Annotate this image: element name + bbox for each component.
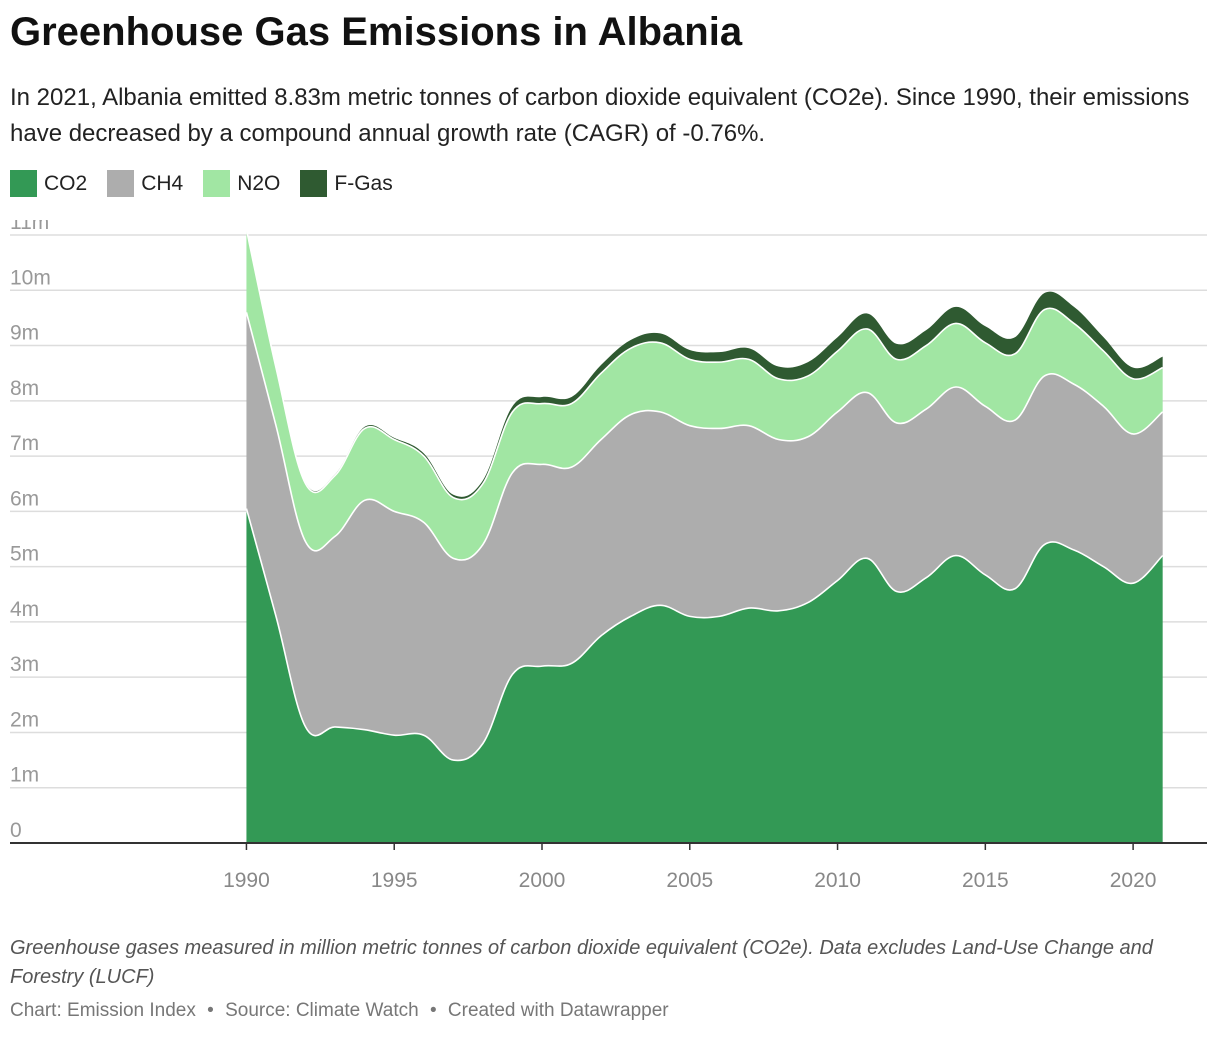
x-tick-label: 2000 [519, 869, 566, 892]
series-boundary-line [245, 229, 1164, 501]
series-boundary-line [245, 508, 1164, 762]
legend-item-co2: CO2 [10, 170, 87, 197]
area-ch4 [246, 312, 1163, 761]
y-tick-label: 8m [10, 377, 39, 400]
y-tick-label: 7m [10, 432, 39, 455]
chart-notes: Greenhouse gases measured in million met… [10, 937, 1153, 988]
area-series [245, 229, 1164, 843]
stacked-area-chart: 0 1m 2m 3m 4m 5m 6m 7m 8m 9m 10m 11m 1990 1995 2000 20… [10, 220, 1207, 892]
y-tick-label: 0 [10, 819, 22, 842]
credit-chart: Chart: Emission Index [10, 1000, 196, 1021]
legend-swatch-co2 [10, 170, 37, 197]
legend-swatch-n2o [203, 170, 231, 197]
y-tick-label: 9m [10, 322, 39, 345]
legend-label-co2: CO2 [44, 171, 88, 195]
credit-separator: • [207, 1000, 214, 1021]
y-tick-label: 5m [10, 543, 39, 566]
x-tick-label: 2010 [814, 869, 861, 892]
y-tick-label: 2m [10, 708, 39, 731]
legend-swatch-ch4 [107, 170, 135, 197]
chart-title: Greenhouse Gas Emissions in Albania [10, 10, 743, 54]
credit-separator: • [429, 1000, 437, 1021]
legend-item-n2o: N2O [203, 170, 280, 197]
y-tick-label: 4m [10, 598, 39, 621]
legend-swatch-fgas [300, 170, 328, 197]
gridlines: 0 1m 2m 3m 4m 5m 6m 7m 8m 9m 10m 11m [10, 220, 1207, 842]
x-tick-label: 1990 [223, 869, 270, 892]
legend-label-fgas: F-Gas [334, 171, 393, 195]
y-tick-label: 6m [10, 487, 39, 510]
x-tick-label: 2020 [1110, 869, 1157, 892]
area-n2o [246, 229, 1163, 561]
chart-subtitle: In 2021, Albania emitted 8.83m metric to… [10, 84, 1190, 147]
y-tick-label: 11m [10, 220, 49, 234]
chart-credits: Chart: Emission Index • Source: Climate … [10, 1000, 669, 1022]
y-tick-label: 10m [10, 266, 51, 289]
x-tick-label: 2015 [962, 869, 1009, 892]
legend-item-ch4: CH4 [107, 170, 183, 197]
legend-label-n2o: N2O [237, 171, 281, 195]
legend: CO2 CH4 N2O F-Gas [10, 170, 413, 197]
x-tick-label: 1995 [371, 869, 418, 892]
credit-created: Created with Datawrapper [447, 1000, 669, 1021]
y-tick-label: 1m [10, 764, 39, 787]
legend-item-fgas: F-Gas [300, 170, 393, 197]
credit-source: Source: Climate Watch [225, 1000, 419, 1021]
series-boundary-line [245, 312, 1164, 561]
legend-label-ch4: CH4 [141, 171, 184, 195]
area-co2 [246, 508, 1163, 843]
axes: 1990 1995 2000 2005 2010 2015 2020 [10, 842, 1207, 892]
x-tick-label: 2005 [666, 869, 713, 892]
y-tick-label: 3m [10, 653, 39, 676]
